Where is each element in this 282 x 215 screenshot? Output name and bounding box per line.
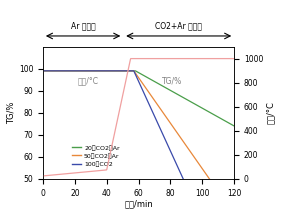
- 50％CO2＋Ar: [41, 69, 45, 72]
- 20％CO2＋Ar: [154, 81, 157, 83]
- 50％CO2＋Ar: [232, 213, 236, 215]
- Text: TG/%: TG/%: [162, 77, 182, 86]
- 100％CO2: [75, 69, 78, 72]
- Line: 20％CO2＋Ar: 20％CO2＋Ar: [43, 71, 234, 126]
- 20％CO2＋Ar: [128, 69, 131, 72]
- 50％CO2＋Ar: [91, 69, 94, 72]
- 100％CO2: [128, 69, 131, 72]
- Text: 温度/°C: 温度/°C: [77, 77, 98, 86]
- Legend: 20％CO2＋Ar, 50％CO2＋Ar, 100％CO2: 20％CO2＋Ar, 50％CO2＋Ar, 100％CO2: [69, 142, 122, 169]
- 50％CO2＋Ar: [75, 69, 78, 72]
- Text: Ar 雰囲気: Ar 雰囲気: [71, 22, 96, 31]
- 20％CO2＋Ar: [185, 98, 189, 101]
- Y-axis label: 温度/°C: 温度/°C: [266, 101, 275, 124]
- 20％CO2＋Ar: [232, 125, 236, 127]
- 100％CO2: [185, 186, 189, 188]
- Y-axis label: TG/%: TG/%: [7, 101, 16, 124]
- 100％CO2: [154, 117, 157, 120]
- 100％CO2: [41, 69, 45, 72]
- 100％CO2: [91, 69, 94, 72]
- 50％CO2＋Ar: [128, 69, 131, 72]
- 20％CO2＋Ar: [75, 69, 78, 72]
- Text: CO2+Ar 雰囲気: CO2+Ar 雰囲気: [155, 22, 202, 31]
- 100％CO2: [169, 150, 172, 153]
- 20％CO2＋Ar: [169, 89, 172, 92]
- Line: 50％CO2＋Ar: 50％CO2＋Ar: [43, 71, 234, 214]
- 20％CO2＋Ar: [41, 69, 45, 72]
- 50％CO2＋Ar: [154, 101, 157, 103]
- X-axis label: 時間/min: 時間/min: [124, 199, 153, 208]
- Line: 100％CO2: 100％CO2: [43, 71, 234, 215]
- 50％CO2＋Ar: [185, 146, 189, 148]
- 50％CO2＋Ar: [169, 122, 172, 125]
- 20％CO2＋Ar: [91, 69, 94, 72]
